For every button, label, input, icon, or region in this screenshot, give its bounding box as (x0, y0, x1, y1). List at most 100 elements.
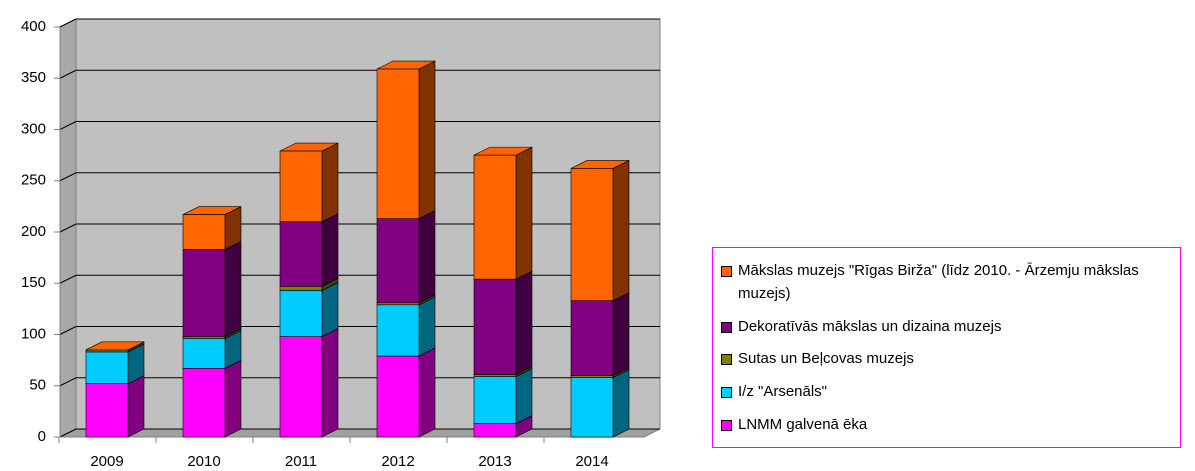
chart: 0 50 100 150 200 250 300 350 400 2009 2010 2011 2012… (21, 18, 661, 470)
bar-front (182, 249, 226, 337)
legend-swatch (721, 387, 732, 399)
bar-front (279, 150, 323, 223)
bar-front (376, 302, 420, 306)
y-tick-label: 200 (21, 223, 46, 240)
x-tick-label: 2009 (90, 453, 123, 470)
bar-segment (376, 347, 436, 438)
x-tick-label: 2013 (478, 453, 511, 470)
bar-side (418, 60, 436, 220)
bar-segment (182, 240, 242, 338)
bar-front (85, 351, 129, 384)
legend-swatch (721, 354, 732, 366)
bar-segment (376, 210, 436, 304)
bar-side (224, 359, 242, 438)
bar-front (473, 376, 517, 424)
x-tick-label: 2010 (187, 453, 220, 470)
bar-front (376, 304, 420, 357)
bar-side (418, 347, 436, 438)
bar-side (321, 328, 339, 438)
grid-line (59, 223, 77, 233)
bar-segment (473, 146, 533, 280)
legend-swatch (721, 265, 732, 277)
y-tick-label: 350 (21, 69, 46, 86)
bar-side (515, 368, 533, 425)
bar-front (279, 290, 323, 337)
bar-side (321, 281, 339, 338)
y-tick-label: 0 (38, 428, 46, 445)
legend-item: Mākslas muzejs "Rīgas Birža" (līdz 2010.… (721, 259, 1176, 305)
bar-side (321, 213, 339, 287)
bar-side (321, 142, 339, 223)
x-tick-label: 2011 (285, 453, 317, 470)
grid-line (59, 428, 77, 438)
bar-front (182, 336, 226, 339)
bar-front (376, 218, 420, 304)
grid-line (59, 69, 77, 79)
bar-front (182, 214, 226, 250)
bar-side (418, 210, 436, 304)
legend-item: Sutas un Beļcovas muzejs (721, 347, 1176, 370)
bar-top (85, 341, 145, 351)
bar-front (279, 221, 323, 287)
bar-front (376, 355, 420, 438)
y-tick-label: 100 (21, 325, 46, 342)
bar-front (182, 338, 226, 369)
bar-segment (279, 328, 339, 438)
y-tick-label: 250 (21, 172, 46, 189)
grid-line (59, 377, 77, 387)
floor (59, 428, 661, 438)
bar-side (612, 159, 630, 302)
legend-item: I/z "Arsenāls" (721, 380, 1176, 403)
bar-segment (570, 159, 630, 302)
bar-segment (182, 206, 242, 250)
x-tick-label: 2014 (575, 453, 608, 470)
bar-front (182, 368, 226, 438)
bar-side (612, 369, 630, 438)
bar-front (570, 377, 614, 438)
y-tick-label: 300 (21, 120, 46, 137)
bar-segment (182, 359, 242, 438)
bar-segment (376, 296, 436, 357)
grid-line (59, 172, 77, 182)
bar-front (279, 336, 323, 438)
bar-front (570, 300, 614, 376)
bar-front (279, 286, 323, 291)
bar-side (127, 375, 145, 438)
bar-front (376, 68, 420, 219)
legend: Mākslas muzejs "Rīgas Birža" (līdz 2010.… (712, 247, 1181, 448)
bar-segment (570, 369, 630, 438)
legend-label: Sutas un Beļcovas muzejs (738, 350, 914, 368)
grid-line (59, 274, 77, 284)
bar-segment (279, 213, 339, 287)
grid-line (59, 326, 77, 335)
legend-label: LNMM galvenā ēka (738, 416, 868, 434)
legend-swatch (721, 420, 732, 432)
bar-front (473, 374, 517, 377)
legend-label: Mākslas muzejs "Rīgas Birža" (līdz 2010.… (738, 261, 1139, 302)
bar-side (224, 240, 242, 338)
bar-segment (85, 375, 145, 438)
bar-segment (85, 341, 145, 351)
bar-side (418, 296, 436, 357)
bar-side (515, 146, 533, 280)
bar-side (515, 270, 533, 375)
bar-front (570, 375, 614, 378)
legend-label: I/z "Arsenāls" (738, 383, 828, 401)
legend-item: Dekoratīvās mākslas un dizaina muzejs (721, 315, 1176, 338)
bar-front (85, 383, 129, 438)
legend-item: LNMM galvenā ēka (721, 413, 1176, 436)
bar-segment (376, 60, 436, 220)
bar-segment (473, 270, 533, 375)
y-tick-label: 400 (21, 18, 46, 35)
x-tick-label: 2012 (381, 453, 414, 470)
legend-swatch (721, 321, 732, 333)
bar-front (473, 154, 517, 280)
y-tick-label: 50 (29, 377, 46, 394)
bar-front (473, 278, 517, 375)
grid-line (59, 18, 77, 28)
y-tick-label: 150 (21, 274, 46, 291)
bar-front (570, 168, 614, 301)
bar-side (612, 292, 630, 376)
bar-front (85, 349, 129, 353)
